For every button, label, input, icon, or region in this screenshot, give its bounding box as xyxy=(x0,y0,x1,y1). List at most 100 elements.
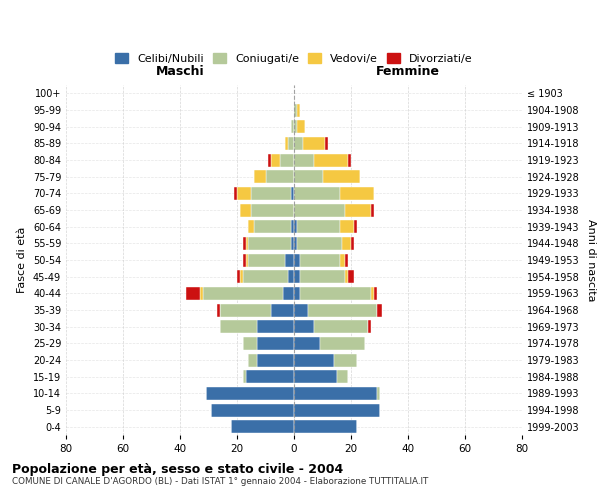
Bar xyxy=(294,254,300,266)
Bar xyxy=(346,270,348,283)
Y-axis label: Anni di nascita: Anni di nascita xyxy=(586,219,596,301)
Y-axis label: Fasce di età: Fasce di età xyxy=(17,227,27,293)
Bar xyxy=(354,220,357,233)
Bar xyxy=(294,404,380,416)
Bar xyxy=(234,187,237,200)
Bar xyxy=(217,304,220,316)
Bar xyxy=(294,170,323,183)
Bar xyxy=(374,287,377,300)
Bar xyxy=(289,270,294,283)
Bar xyxy=(337,370,348,383)
Bar xyxy=(314,320,368,333)
Bar xyxy=(297,104,300,117)
Bar xyxy=(294,270,300,283)
Bar xyxy=(257,337,294,350)
Bar xyxy=(283,287,294,300)
Bar xyxy=(348,270,354,283)
Bar xyxy=(242,337,257,350)
Bar xyxy=(265,170,294,183)
Bar xyxy=(220,320,257,333)
Bar xyxy=(294,320,314,333)
Bar xyxy=(294,237,297,250)
Text: Popolazione per età, sesso e stato civile - 2004: Popolazione per età, sesso e stato civil… xyxy=(12,462,343,475)
Bar xyxy=(320,337,365,350)
Bar xyxy=(243,370,245,383)
Bar xyxy=(200,287,203,300)
Bar xyxy=(237,270,240,283)
Bar xyxy=(257,354,294,366)
Bar xyxy=(286,254,294,266)
Bar xyxy=(248,220,254,233)
Bar xyxy=(368,320,371,333)
Bar xyxy=(377,304,382,316)
Bar xyxy=(294,420,356,433)
Bar xyxy=(245,370,294,383)
Bar xyxy=(300,270,346,283)
Bar xyxy=(251,187,291,200)
Bar xyxy=(294,354,334,366)
Bar xyxy=(323,170,359,183)
Text: Maschi: Maschi xyxy=(155,66,205,78)
Bar xyxy=(302,137,325,150)
Bar xyxy=(268,154,271,166)
Bar xyxy=(291,120,294,133)
Bar xyxy=(294,104,297,117)
Bar xyxy=(294,187,340,200)
Bar xyxy=(348,154,351,166)
Bar xyxy=(245,237,248,250)
Bar xyxy=(186,287,200,300)
Bar xyxy=(232,420,294,433)
Bar xyxy=(286,137,289,150)
Bar xyxy=(294,137,302,150)
Bar xyxy=(291,237,294,250)
Bar xyxy=(340,187,374,200)
Bar xyxy=(248,237,291,250)
Bar xyxy=(334,354,356,366)
Bar xyxy=(243,237,245,250)
Bar xyxy=(211,404,294,416)
Text: Femmine: Femmine xyxy=(376,66,440,78)
Bar xyxy=(294,154,314,166)
Bar xyxy=(371,287,374,300)
Bar xyxy=(271,154,280,166)
Bar xyxy=(294,120,297,133)
Bar xyxy=(297,120,305,133)
Bar xyxy=(240,204,251,216)
Text: COMUNE DI CANALE D'AGORDO (BL) - Dati ISTAT 1° gennaio 2004 - Elaborazione TUTTI: COMUNE DI CANALE D'AGORDO (BL) - Dati IS… xyxy=(12,478,428,486)
Bar xyxy=(314,154,348,166)
Bar xyxy=(294,387,377,400)
Bar xyxy=(245,254,248,266)
Bar xyxy=(346,204,371,216)
Bar xyxy=(308,304,377,316)
Bar xyxy=(297,220,340,233)
Bar xyxy=(248,354,257,366)
Bar xyxy=(294,370,337,383)
Bar xyxy=(289,137,294,150)
Bar xyxy=(206,387,294,400)
Bar xyxy=(325,137,328,150)
Bar xyxy=(294,204,346,216)
Bar xyxy=(203,287,283,300)
Bar xyxy=(300,254,340,266)
Bar xyxy=(254,170,265,183)
Bar xyxy=(291,220,294,233)
Bar xyxy=(291,187,294,200)
Legend: Celibi/Nubili, Coniugati/e, Vedovi/e, Divorziati/e: Celibi/Nubili, Coniugati/e, Vedovi/e, Di… xyxy=(111,48,477,68)
Bar xyxy=(294,337,320,350)
Bar xyxy=(280,154,294,166)
Bar xyxy=(351,237,354,250)
Bar xyxy=(294,287,300,300)
Bar xyxy=(257,320,294,333)
Bar xyxy=(297,237,343,250)
Bar xyxy=(251,204,294,216)
Bar xyxy=(343,237,351,250)
Bar xyxy=(340,220,354,233)
Bar xyxy=(371,204,374,216)
Bar xyxy=(340,254,346,266)
Bar xyxy=(294,304,308,316)
Bar xyxy=(300,287,371,300)
Bar xyxy=(220,304,271,316)
Bar xyxy=(240,270,242,283)
Bar xyxy=(243,270,289,283)
Bar xyxy=(271,304,294,316)
